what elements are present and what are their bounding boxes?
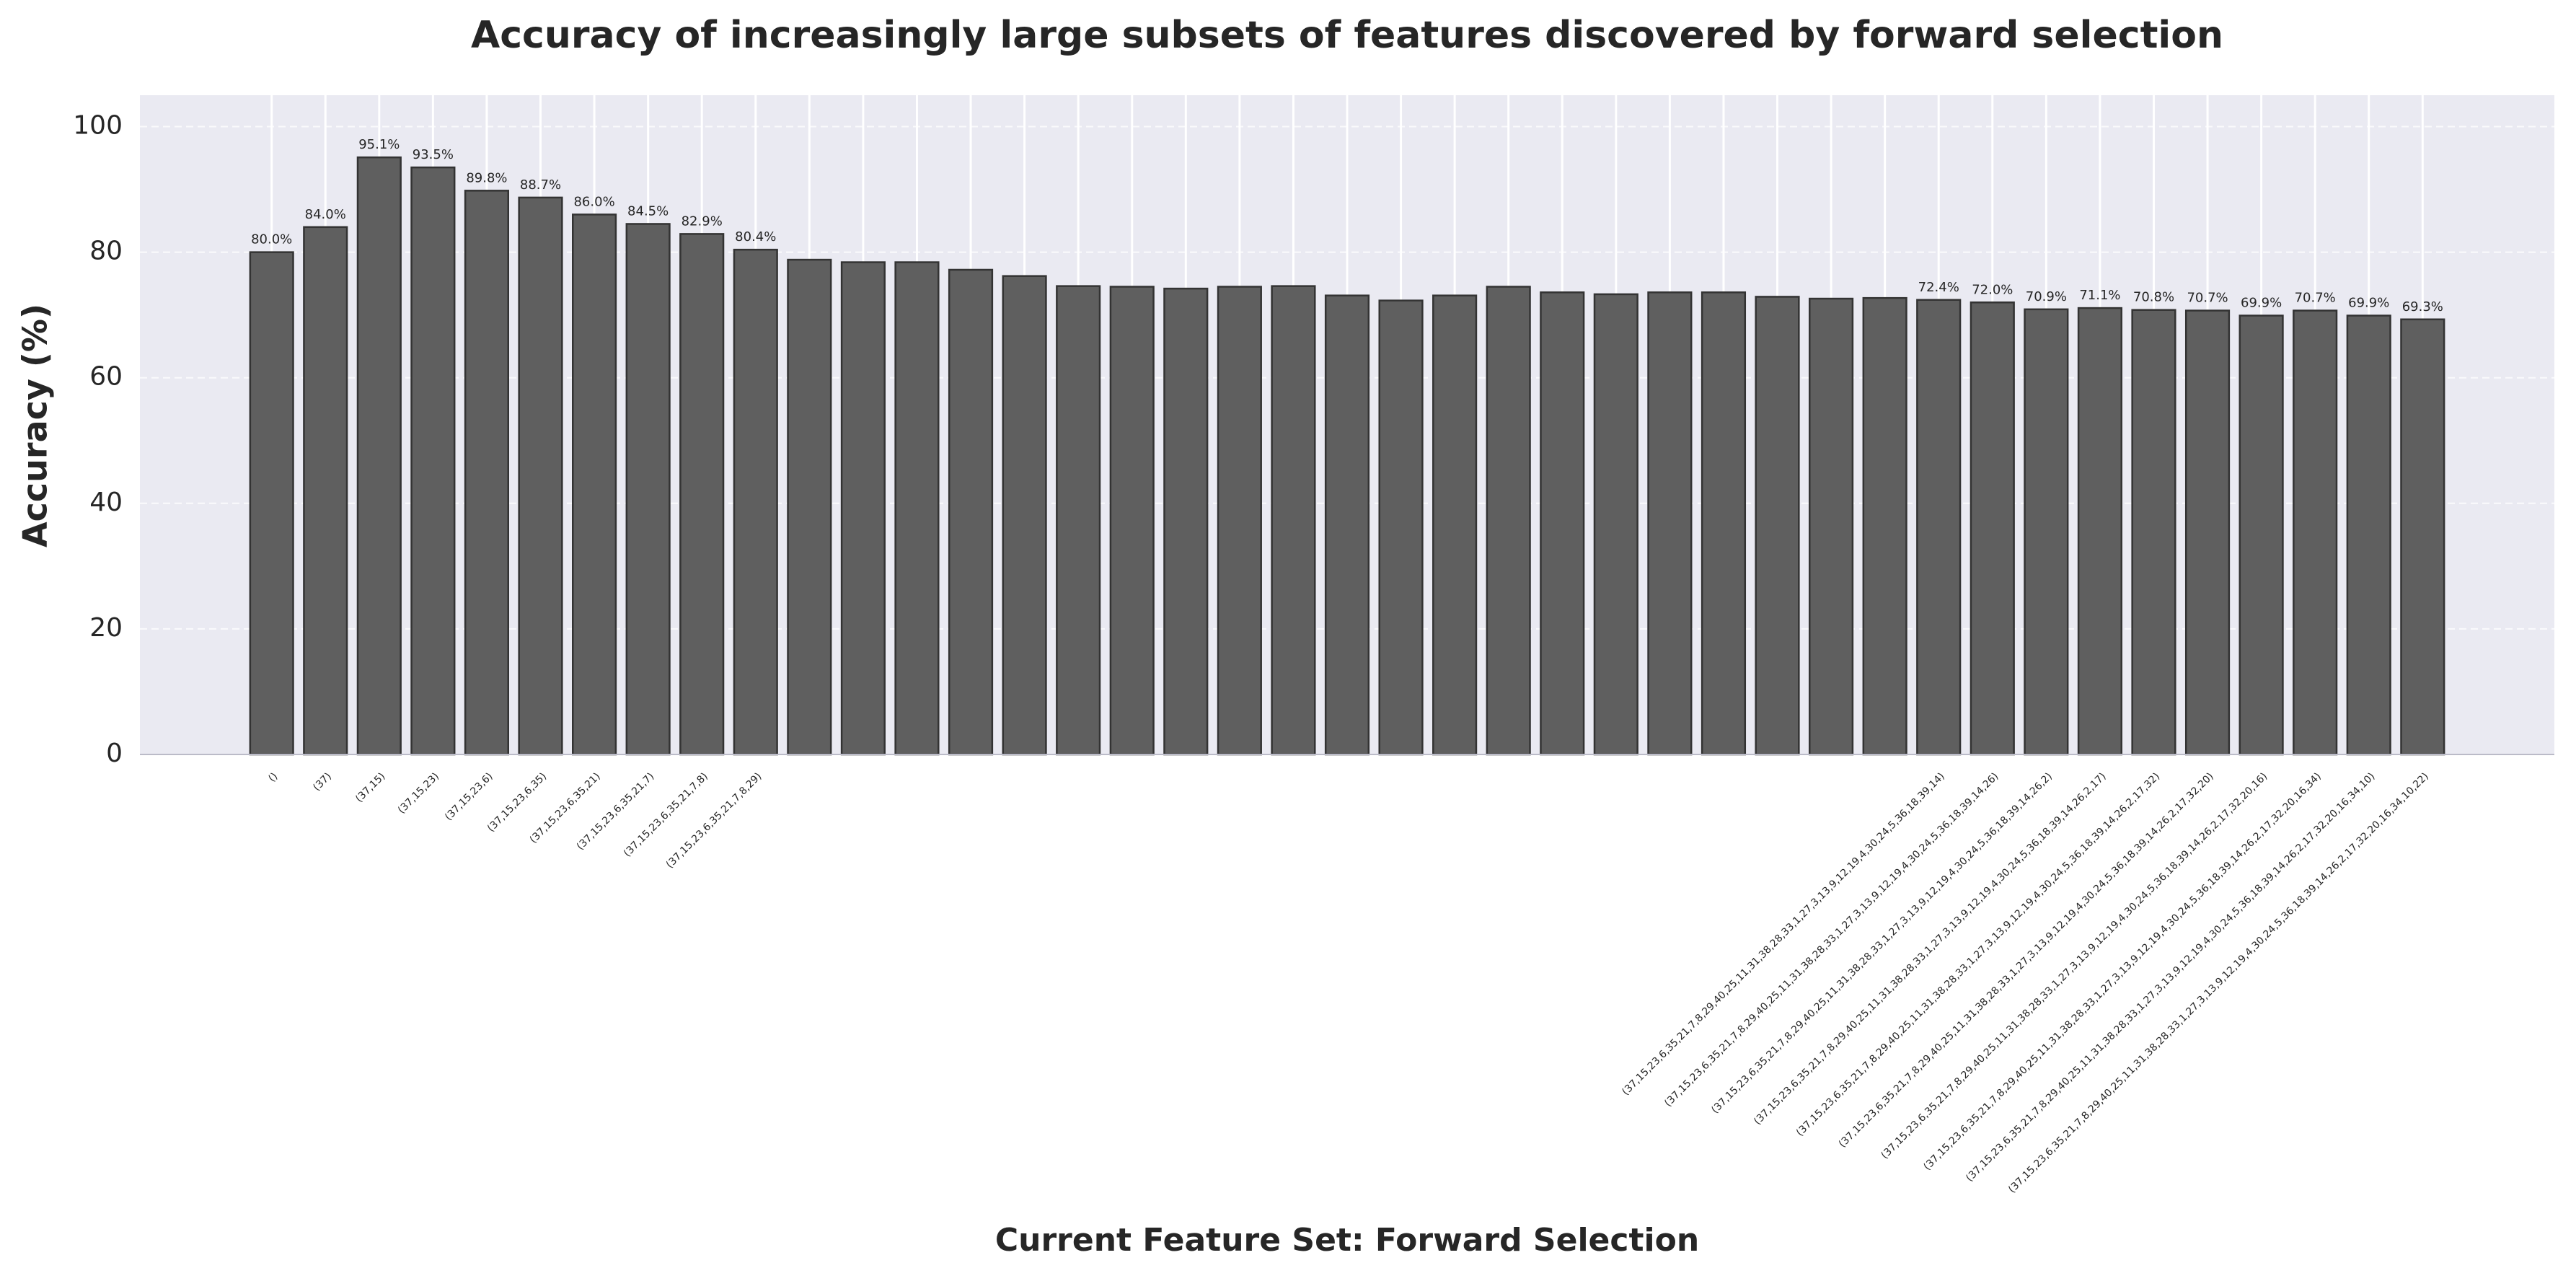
data-label: 70.7% — [2295, 291, 2336, 306]
bar — [303, 226, 348, 756]
bar — [1378, 299, 1424, 756]
x-tick-label: (37,15,23,6,35,21,7,8,29,40,25,11,31,38,… — [1709, 770, 2055, 1116]
bar — [1701, 291, 1747, 756]
bar — [1540, 291, 1585, 756]
bar — [787, 258, 832, 756]
bar — [2131, 309, 2176, 756]
bar — [464, 190, 510, 756]
x-tick-label: (37,15,23,6,35,21,7,8,29,40,25,11,31,38,… — [1662, 770, 2001, 1109]
bar — [1002, 275, 1047, 756]
x-tick-label: (37,15,23,6,35) — [485, 770, 549, 834]
data-label: 88.7% — [520, 177, 561, 193]
bar — [1271, 285, 1316, 756]
bar — [1647, 291, 1693, 756]
data-label: 93.5% — [413, 147, 454, 162]
data-label: 82.9% — [682, 214, 723, 229]
bar — [679, 233, 725, 756]
data-label: 72.4% — [1918, 280, 1959, 295]
x-tick-label: (37,15) — [353, 770, 387, 804]
bar — [1324, 294, 1370, 756]
bar — [733, 248, 778, 756]
data-label: 95.1% — [358, 137, 400, 152]
data-label: 70.7% — [2187, 291, 2228, 306]
x-tick-label: (37,15,23,6,35,21,7,8,29,40,25,11,31,38,… — [1794, 770, 2162, 1138]
bar — [1862, 296, 1907, 756]
y-tick-label: 20 — [89, 613, 123, 643]
bar — [1593, 293, 1638, 756]
x-tick-label: (37,15,23,6,35,21,7,8,29,40,25,11,31,38,… — [1752, 770, 2108, 1127]
data-label: 70.8% — [2133, 290, 2174, 305]
bar — [625, 223, 671, 756]
bar — [1432, 294, 1478, 756]
x-axis-label: Current Feature Set: Forward Selection — [995, 1222, 1699, 1259]
y-tick-label: 60 — [89, 362, 123, 392]
bar — [2238, 314, 2284, 756]
y-tick-label: 40 — [89, 488, 123, 517]
bar — [2024, 308, 2069, 756]
bar — [572, 214, 617, 756]
bar — [840, 261, 886, 756]
x-tick-label: () — [266, 770, 280, 784]
bar — [948, 268, 994, 756]
data-label: 86.0% — [573, 194, 614, 209]
bar — [1217, 286, 1262, 756]
y-tick-label: 0 — [106, 739, 123, 768]
x-tick-label: (37,15,23) — [396, 770, 441, 816]
y-tick-label: 80 — [89, 237, 123, 266]
data-label: 72.0% — [1972, 282, 2013, 297]
bar — [1970, 301, 2015, 756]
y-tick-label: 100 — [73, 111, 123, 141]
data-label: 80.0% — [251, 232, 292, 247]
y-axis-label: Accuracy (%) — [16, 304, 55, 547]
bar — [2293, 309, 2338, 756]
x-tick-label: (37,15,23,6,35,21,7,8,29,40,25,11,31,38,… — [1964, 770, 2377, 1184]
bar — [1755, 296, 1800, 756]
bar — [2400, 318, 2445, 756]
bar — [894, 261, 940, 756]
bar — [1809, 297, 1854, 756]
x-tick-label: (37,15,23,6,35,21,7,8,29) — [664, 770, 764, 871]
bar — [249, 251, 294, 756]
bar — [1056, 285, 1101, 756]
x-tick-label: (37,15,23,6) — [443, 770, 495, 823]
data-label: 71.1% — [2079, 288, 2120, 303]
bar — [356, 156, 402, 756]
x-tick-label: (37) — [311, 770, 334, 793]
bar — [1163, 287, 1209, 756]
bar — [1486, 286, 1531, 756]
bar — [1916, 299, 1962, 756]
bar — [2184, 309, 2231, 756]
bar — [2346, 314, 2391, 756]
data-label: 89.8% — [466, 170, 507, 185]
bar — [518, 196, 563, 756]
data-label: 70.9% — [2026, 289, 2067, 304]
data-label: 84.5% — [627, 203, 669, 219]
data-label: 80.4% — [735, 229, 776, 245]
data-label: 69.3% — [2402, 299, 2443, 314]
data-label: 69.9% — [2348, 296, 2389, 311]
x-tick-label: (37,15,23,6,35,21,7,8,29,40,25,11,31,38,… — [1921, 770, 2323, 1172]
bar — [1109, 286, 1155, 756]
data-label: 84.0% — [305, 207, 346, 222]
x-tick-label: (37,15,23,6,35,21,7,8,29,40,25,11,31,38,… — [2006, 770, 2431, 1195]
bar — [2077, 307, 2122, 756]
data-label: 69.9% — [2241, 296, 2282, 311]
chart-title: Accuracy of increasingly large subsets o… — [471, 14, 2223, 57]
bar — [410, 166, 456, 756]
